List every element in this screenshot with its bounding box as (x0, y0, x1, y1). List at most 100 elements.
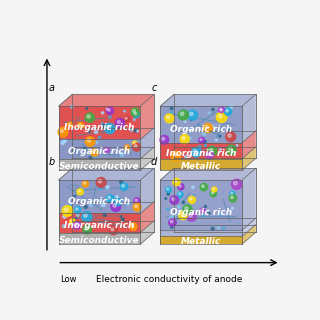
Circle shape (208, 112, 210, 114)
Circle shape (85, 231, 88, 233)
Circle shape (207, 146, 217, 156)
Polygon shape (140, 202, 154, 233)
Circle shape (162, 137, 165, 140)
Circle shape (189, 112, 193, 116)
Circle shape (234, 181, 236, 183)
Circle shape (86, 108, 88, 109)
Circle shape (226, 132, 236, 142)
Circle shape (124, 110, 125, 112)
Circle shape (77, 188, 83, 195)
Circle shape (61, 141, 64, 145)
Circle shape (107, 125, 110, 129)
Circle shape (106, 107, 114, 115)
Circle shape (165, 198, 167, 199)
Circle shape (182, 136, 185, 140)
Polygon shape (59, 233, 140, 244)
Circle shape (101, 203, 105, 206)
Circle shape (231, 179, 242, 189)
Circle shape (58, 127, 68, 137)
Circle shape (64, 140, 67, 142)
Text: b: b (49, 157, 55, 167)
Circle shape (218, 114, 222, 118)
Circle shape (204, 144, 206, 146)
Circle shape (198, 146, 201, 149)
Circle shape (131, 224, 133, 227)
Circle shape (105, 107, 110, 112)
Circle shape (210, 193, 212, 195)
Text: Organic rich: Organic rich (170, 208, 232, 217)
Circle shape (133, 111, 140, 118)
Circle shape (211, 228, 214, 230)
Circle shape (189, 213, 192, 217)
Circle shape (134, 145, 137, 148)
Circle shape (101, 112, 104, 114)
Circle shape (220, 213, 222, 215)
Circle shape (115, 118, 124, 128)
Circle shape (104, 147, 109, 153)
Circle shape (120, 180, 123, 184)
Text: Organic rich: Organic rich (68, 197, 131, 206)
Circle shape (179, 193, 181, 195)
Circle shape (210, 190, 216, 197)
Circle shape (63, 139, 65, 142)
Polygon shape (140, 94, 154, 140)
Circle shape (171, 151, 181, 161)
Circle shape (170, 196, 179, 204)
Circle shape (173, 178, 180, 186)
Circle shape (179, 212, 187, 220)
Circle shape (113, 204, 116, 207)
Circle shape (112, 198, 113, 200)
Circle shape (193, 149, 196, 153)
Text: Inorganic rich: Inorganic rich (64, 123, 135, 132)
Circle shape (132, 141, 137, 146)
Circle shape (224, 108, 232, 115)
Circle shape (210, 149, 212, 152)
Circle shape (130, 129, 133, 131)
Circle shape (178, 192, 183, 197)
Circle shape (96, 178, 106, 187)
Circle shape (226, 109, 228, 112)
Polygon shape (160, 236, 242, 244)
Circle shape (217, 227, 220, 229)
Polygon shape (140, 128, 154, 159)
Circle shape (192, 195, 194, 197)
Circle shape (200, 183, 208, 191)
Circle shape (187, 212, 196, 221)
Circle shape (231, 207, 233, 209)
Circle shape (105, 124, 115, 134)
Circle shape (109, 116, 111, 118)
Circle shape (87, 115, 90, 118)
Circle shape (170, 216, 172, 219)
Circle shape (120, 216, 122, 217)
Circle shape (132, 109, 135, 112)
Circle shape (82, 181, 89, 187)
Circle shape (135, 205, 138, 208)
Circle shape (179, 193, 181, 195)
Circle shape (84, 182, 86, 184)
Circle shape (134, 129, 137, 132)
Circle shape (230, 191, 235, 196)
Circle shape (228, 147, 232, 150)
Circle shape (198, 152, 201, 155)
Circle shape (78, 190, 80, 192)
Circle shape (170, 220, 173, 223)
Circle shape (167, 188, 169, 190)
Circle shape (111, 228, 114, 231)
Polygon shape (242, 147, 256, 170)
Circle shape (116, 196, 118, 197)
Circle shape (82, 212, 92, 222)
Circle shape (165, 114, 174, 123)
Polygon shape (140, 168, 154, 213)
Circle shape (108, 109, 110, 111)
Polygon shape (242, 218, 256, 236)
Circle shape (134, 112, 137, 115)
Circle shape (190, 198, 192, 200)
Circle shape (170, 107, 173, 110)
Circle shape (84, 214, 87, 217)
Polygon shape (242, 131, 256, 159)
Circle shape (202, 185, 204, 188)
Circle shape (172, 197, 175, 201)
Circle shape (166, 187, 171, 193)
Circle shape (92, 150, 95, 153)
Circle shape (228, 134, 231, 137)
